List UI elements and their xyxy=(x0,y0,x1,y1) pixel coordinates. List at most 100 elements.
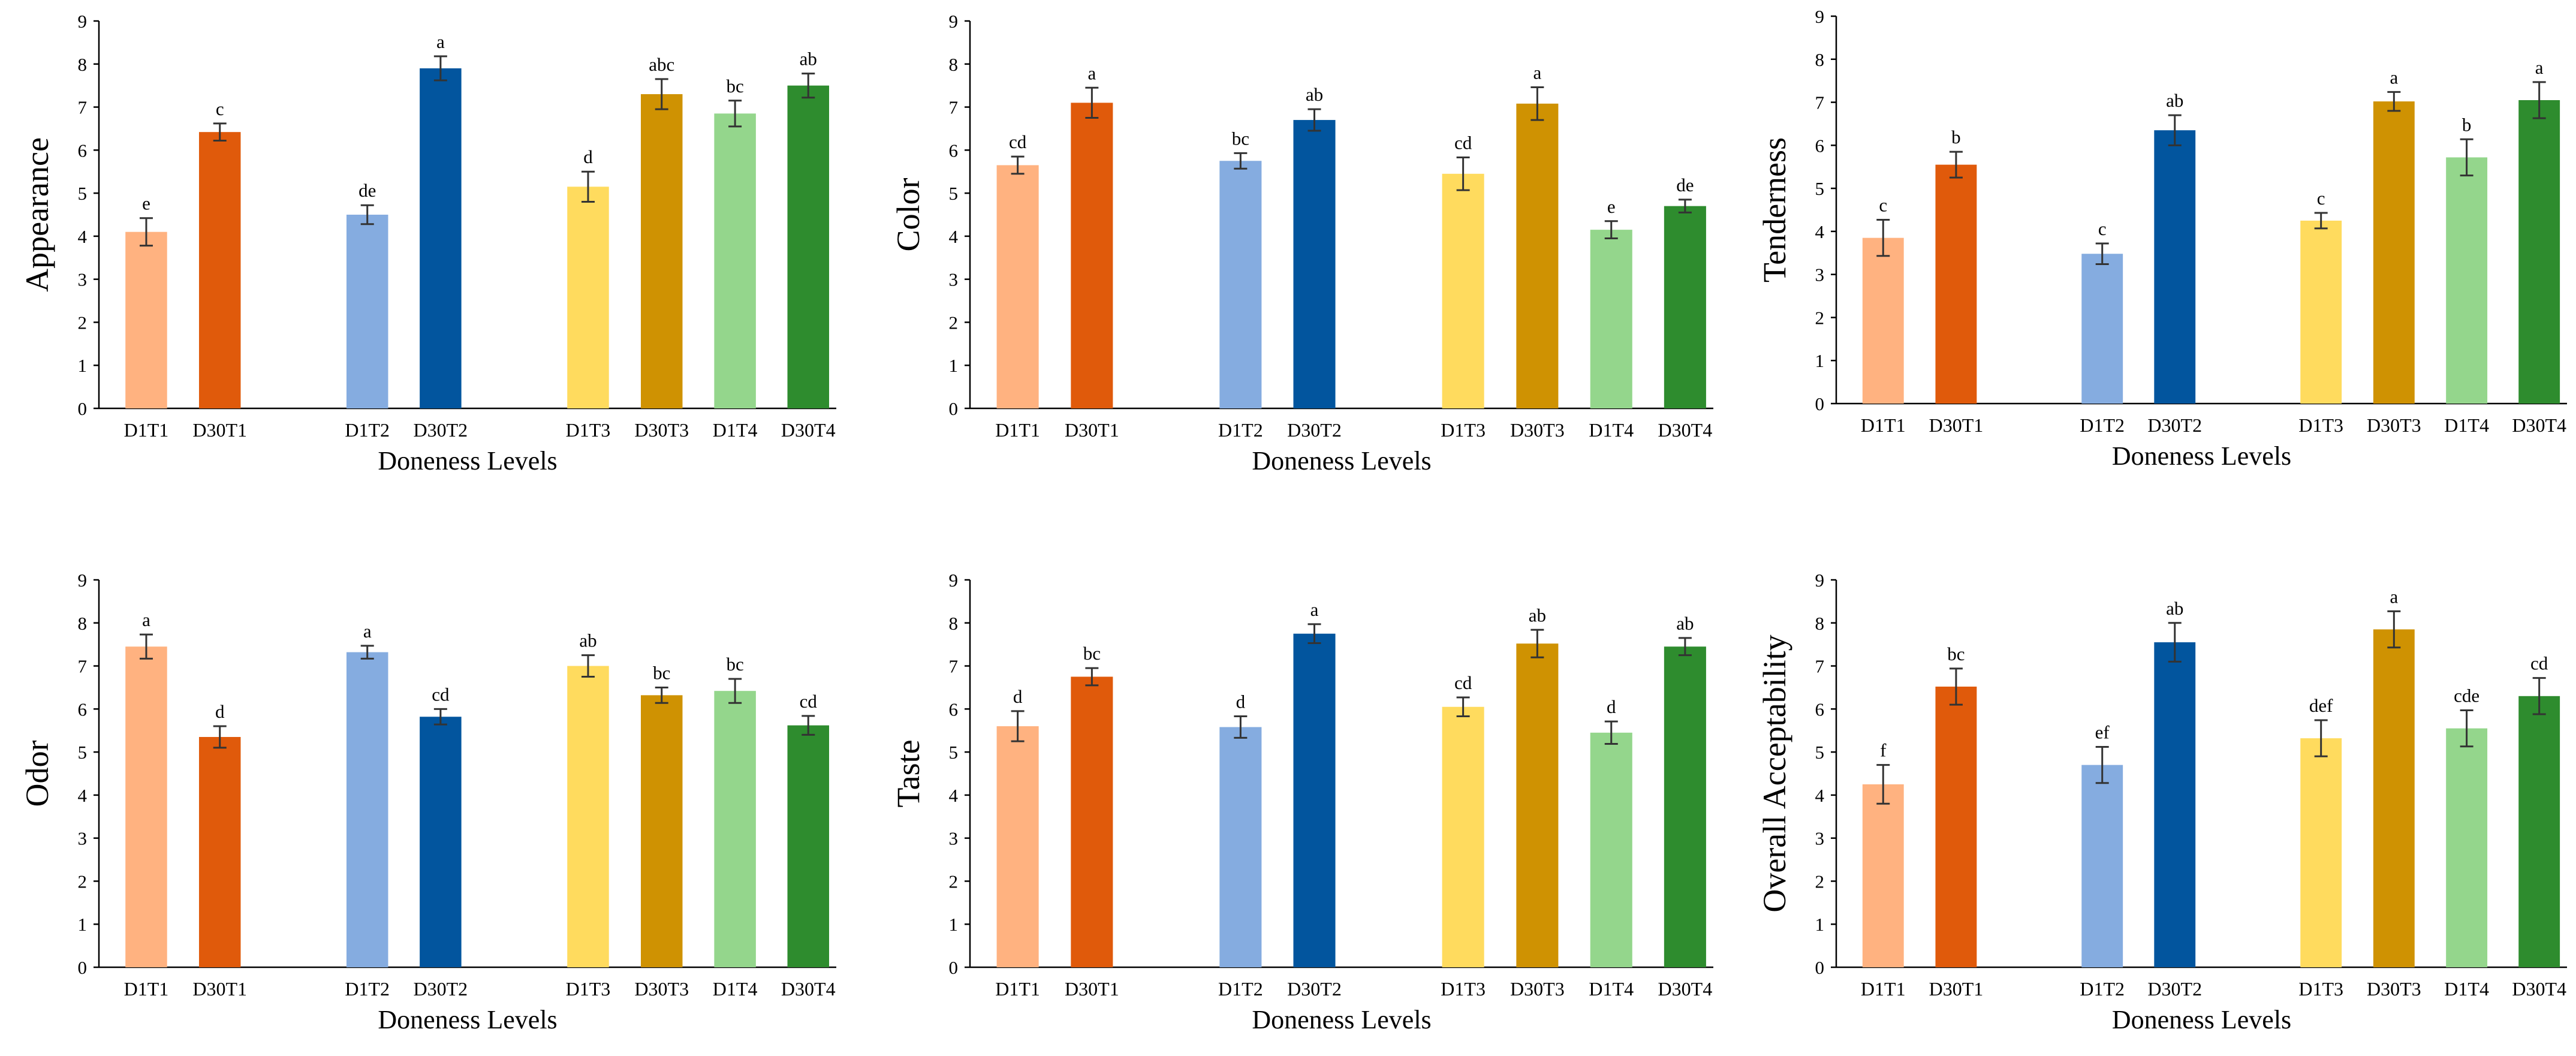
panel-color: 0 1 2 3 4 5 6 7 8 9 Color Doneness Levels cd D1T1 a D30… xyxy=(890,11,1713,476)
y-tick-label: 9 xyxy=(1815,6,1825,27)
bar-d1t3 xyxy=(1442,173,1484,408)
y-tick-label: 5 xyxy=(78,183,88,204)
significance-label-d1t3: c xyxy=(2317,188,2325,209)
y-tick-label: 6 xyxy=(78,699,88,720)
bar-d1t4 xyxy=(714,113,756,409)
bar-d1t3 xyxy=(567,186,609,408)
y-tick-label: 7 xyxy=(1815,656,1825,677)
significance-label-d1t3: def xyxy=(2309,695,2333,716)
x-tick-label-d30t3: D30T3 xyxy=(634,419,689,441)
error-bar-d1t4 xyxy=(1604,220,1618,239)
significance-label-d30t2: ab xyxy=(1306,84,1323,105)
x-tick-label-d30t1: D30T1 xyxy=(192,978,247,1000)
y-tick-label: 1 xyxy=(78,914,88,935)
bar-d1t1 xyxy=(125,231,167,408)
error-bar-d1t4 xyxy=(2460,709,2473,748)
y-tick-label: 5 xyxy=(949,742,959,763)
significance-label-d1t2: c xyxy=(2098,218,2107,239)
significance-label-d30t1: a xyxy=(1087,62,1096,83)
error-bar-d30t3 xyxy=(655,78,668,110)
error-bar-d30t2 xyxy=(1307,623,1321,645)
y-axis-title: Taste xyxy=(890,739,926,807)
y-axis-title: Color xyxy=(890,177,926,251)
y-tick-label: 2 xyxy=(949,871,959,892)
error-bar-d30t3 xyxy=(2387,610,2401,649)
y-tick-label: 1 xyxy=(78,355,88,376)
y-tick-label: 9 xyxy=(1815,570,1825,591)
x-tick-label-d30t1: D30T1 xyxy=(1929,414,1984,436)
x-tick-label-d1t2: D1T2 xyxy=(345,419,390,441)
significance-label-d1t4: cde xyxy=(2454,685,2479,706)
y-tick-label: 2 xyxy=(78,871,88,892)
y-tick-label: 3 xyxy=(949,269,959,290)
error-bar-d1t4 xyxy=(1604,720,1618,745)
y-tick-label: 7 xyxy=(949,656,959,677)
error-bar-d30t1 xyxy=(1949,667,1963,706)
x-tick-label-d30t1: D30T1 xyxy=(1065,978,1119,1000)
significance-label-d30t1: d xyxy=(215,701,225,722)
error-bar-d30t1 xyxy=(1085,86,1099,119)
significance-label-d1t1: c xyxy=(1879,195,1887,216)
x-tick-label-d30t2: D30T2 xyxy=(2147,414,2202,436)
x-tick-label-d30t4: D30T4 xyxy=(1658,978,1713,1000)
error-bar-d30t2 xyxy=(2168,114,2182,146)
error-bar-d30t4 xyxy=(1678,198,1692,213)
y-tick-label: 3 xyxy=(1815,264,1825,285)
x-tick-label-d30t1: D30T1 xyxy=(1929,978,1984,1000)
significance-label-d30t3: a xyxy=(2390,67,2398,88)
bar-d30t3 xyxy=(1516,103,1559,408)
x-tick-label-d30t2: D30T2 xyxy=(1287,419,1342,441)
significance-label-d30t2: cd xyxy=(432,684,450,705)
bar-d30t4 xyxy=(2518,100,2560,404)
x-axis-title: Doneness Levels xyxy=(378,1005,557,1034)
bar-d30t2 xyxy=(2154,130,2196,404)
bar-d1t1 xyxy=(996,726,1039,967)
y-tick-label: 0 xyxy=(949,398,959,419)
y-tick-label: 1 xyxy=(1815,350,1825,371)
y-tick-label: 0 xyxy=(78,957,88,978)
error-bar-d1t3 xyxy=(2314,719,2328,757)
bar-d1t4 xyxy=(714,691,756,967)
x-axis-title: Doneness Levels xyxy=(2112,1005,2291,1034)
error-bar-d1t1 xyxy=(1011,710,1025,742)
significance-label-d30t1: bc xyxy=(1083,643,1101,664)
bar-d30t3 xyxy=(640,695,683,967)
y-tick-label: 4 xyxy=(78,785,88,806)
y-tick-label: 7 xyxy=(949,97,959,118)
y-tick-label: 1 xyxy=(1815,914,1825,935)
error-bar-d1t2 xyxy=(2095,746,2109,784)
y-tick-label: 0 xyxy=(949,957,959,978)
error-bar-d30t3 xyxy=(1530,628,1544,658)
y-tick-label: 7 xyxy=(78,656,88,677)
y-tick-label: 3 xyxy=(949,828,959,849)
x-tick-label-d30t3: D30T3 xyxy=(1510,978,1565,1000)
y-tick-label: 3 xyxy=(1815,828,1825,849)
error-bar-d1t4 xyxy=(728,678,742,704)
bar-d30t4 xyxy=(787,725,830,967)
x-tick-label-d30t4: D30T4 xyxy=(2512,414,2566,436)
error-bar-d1t4 xyxy=(2460,138,2473,177)
error-bar-d1t3 xyxy=(581,170,595,203)
bar-d1t2 xyxy=(2081,254,2123,404)
y-tick-label: 2 xyxy=(949,312,959,333)
bar-d30t3 xyxy=(2373,629,2415,967)
bar-d1t3 xyxy=(2300,220,2342,404)
bar-d1t1 xyxy=(125,646,167,967)
significance-label-d1t3: cd xyxy=(1454,672,1472,693)
error-bar-d30t4 xyxy=(2532,81,2546,119)
error-bar-d1t2 xyxy=(1234,152,1248,170)
significance-label-d1t2: d xyxy=(1236,691,1246,712)
panel-tenderness: 0 1 2 3 4 5 6 7 8 9 Tenderness Doneness Levels c D1T1… xyxy=(1756,6,2567,471)
y-tick-label: 6 xyxy=(1815,699,1825,720)
x-tick-label-d30t4: D30T4 xyxy=(781,419,836,441)
x-tick-label-d30t4: D30T4 xyxy=(1658,419,1713,441)
y-tick-label: 8 xyxy=(78,613,88,634)
significance-label-d30t3: a xyxy=(2390,586,2398,607)
error-bar-d30t2 xyxy=(433,55,447,82)
bar-d1t3 xyxy=(1442,706,1484,967)
x-tick-label-d1t4: D1T4 xyxy=(713,419,758,441)
significance-label-d30t4: ab xyxy=(1676,613,1694,634)
significance-label-d30t3: ab xyxy=(1529,604,1546,625)
x-axis-title: Doneness Levels xyxy=(1252,446,1431,476)
